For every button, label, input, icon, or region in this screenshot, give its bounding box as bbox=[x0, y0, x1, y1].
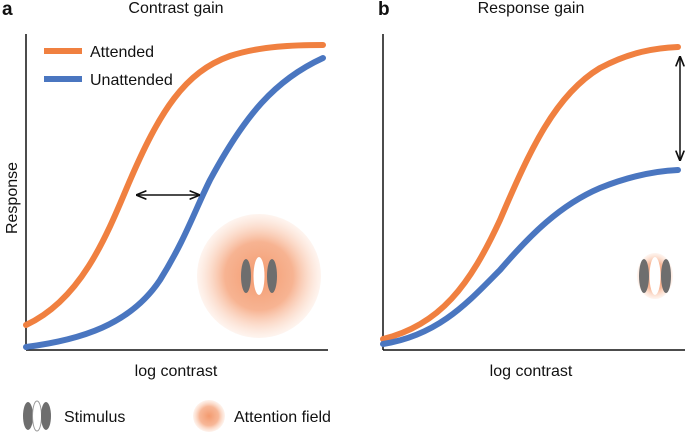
panel-b: b Response gain log contrast bbox=[378, 0, 685, 380]
key-attention-field-label: Attention field bbox=[234, 409, 331, 426]
stimulus-gabor-icon bbox=[23, 400, 51, 432]
attention-field-icon bbox=[193, 400, 225, 432]
panel-b-letter: b bbox=[378, 0, 390, 20]
panel-b-unattended-curve bbox=[380, 167, 681, 347]
panel-b-attended-curve bbox=[380, 44, 681, 342]
panel-a-attended-curve bbox=[23, 42, 326, 328]
legend-unattended-label: Unattended bbox=[90, 72, 173, 89]
panel-a-x-label: log contrast bbox=[135, 363, 218, 380]
panel-a: a Contrast gain log contrast Response At… bbox=[2, 0, 328, 380]
panel-a-attention-field-icon bbox=[197, 214, 321, 338]
panel-b-x-label: log contrast bbox=[490, 363, 573, 380]
legend-attended-label: Attended bbox=[90, 44, 154, 61]
panel-a-y-label: Response bbox=[4, 162, 21, 234]
panel-b-title: Response gain bbox=[478, 0, 585, 17]
panel-a-unattended-curve bbox=[23, 55, 326, 350]
panel-b-attention-field-icon bbox=[637, 253, 673, 299]
panel-a-title: Contrast gain bbox=[128, 0, 223, 17]
figure-key: Stimulus Attention field bbox=[23, 400, 331, 432]
key-stimulus-label: Stimulus bbox=[64, 409, 125, 426]
panel-a-letter: a bbox=[2, 0, 13, 20]
